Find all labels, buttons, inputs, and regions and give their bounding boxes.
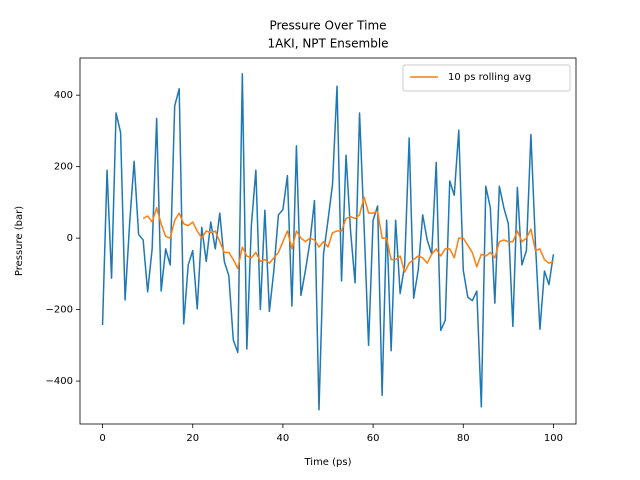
y-tick-label: −200 xyxy=(46,305,73,316)
chart-subtitle: 1AKI, NPT Ensemble xyxy=(267,37,388,51)
y-tick-label: 0 xyxy=(67,233,73,244)
x-tick-label: 60 xyxy=(367,433,380,444)
y-tick-label: 400 xyxy=(54,90,73,101)
data-line xyxy=(101,72,555,411)
y-tick-label: 200 xyxy=(54,162,73,173)
x-tick-label: 40 xyxy=(277,433,290,444)
x-tick-label: 80 xyxy=(457,433,470,444)
x-tick-label: 100 xyxy=(544,433,563,444)
x-axis-label: Time (ps) xyxy=(303,457,351,468)
plot-frame xyxy=(79,57,577,425)
y-axis-label: Pressure (bar) xyxy=(14,206,25,276)
x-tick-label: 20 xyxy=(186,433,199,444)
y-tick-label: −400 xyxy=(46,376,73,387)
data-line xyxy=(142,196,554,273)
legend-label: 10 ps rolling avg xyxy=(448,72,531,83)
legend-box xyxy=(402,64,571,92)
chart-title: Pressure Over Time xyxy=(269,19,386,33)
x-tick-label: 0 xyxy=(99,433,105,444)
